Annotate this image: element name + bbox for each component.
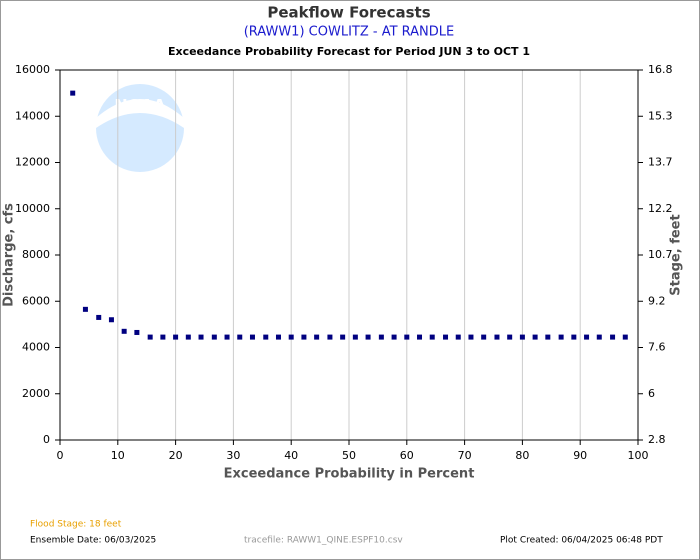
x-tick-label: 0 bbox=[57, 449, 64, 462]
y2-tick-label: 12.2 bbox=[648, 202, 673, 215]
y-axis-label: Discharge, cfs bbox=[2, 203, 17, 307]
chart-subtitle: (RAWW1) COWLITZ - AT RANDLE bbox=[244, 25, 455, 40]
data-point bbox=[404, 334, 410, 340]
y2-tick-label: 13.7 bbox=[648, 156, 673, 169]
data-point bbox=[352, 334, 358, 340]
data-point bbox=[96, 314, 102, 320]
data-point bbox=[82, 306, 88, 312]
data-point bbox=[327, 334, 333, 340]
data-point bbox=[532, 334, 538, 340]
x-tick-label: 80 bbox=[515, 449, 529, 462]
data-point bbox=[160, 334, 166, 340]
data-point bbox=[185, 334, 191, 340]
flood-stage: Flood Stage: 18 feet bbox=[30, 520, 122, 530]
y-tick-label: 0 bbox=[43, 433, 50, 446]
ensemble-date: Ensemble Date: 06/03/2025 bbox=[30, 536, 156, 546]
data-point bbox=[468, 334, 474, 340]
data-point bbox=[455, 334, 461, 340]
y2-tick-label: 9.2 bbox=[648, 294, 666, 307]
data-point bbox=[249, 334, 255, 340]
y-tick-label: 6000 bbox=[22, 294, 50, 307]
data-point bbox=[275, 334, 281, 340]
data-point bbox=[417, 334, 423, 340]
data-point bbox=[237, 334, 243, 340]
logo-text: NOAA bbox=[114, 96, 166, 115]
x-tick-label: 10 bbox=[111, 449, 125, 462]
x-tick-label: 90 bbox=[573, 449, 587, 462]
data-point bbox=[121, 328, 127, 334]
data-point bbox=[584, 334, 590, 340]
plot-border bbox=[59, 69, 639, 441]
data-point bbox=[622, 334, 628, 340]
y2-tick-label: 7.6 bbox=[648, 341, 666, 354]
watermark-logo: NOAA bbox=[96, 84, 184, 172]
data-point bbox=[211, 334, 217, 340]
data-point bbox=[545, 334, 551, 340]
data-point bbox=[198, 334, 204, 340]
y2-tick-label: 10.7 bbox=[648, 248, 673, 261]
data-point bbox=[596, 334, 602, 340]
data-point bbox=[571, 334, 577, 340]
x-tick-label: 70 bbox=[458, 449, 472, 462]
y2-tick-label: 16.8 bbox=[648, 63, 673, 76]
y-tick-label: 4000 bbox=[22, 341, 50, 354]
data-point bbox=[70, 90, 76, 96]
data-point bbox=[288, 334, 294, 340]
x-tick-label: 20 bbox=[169, 449, 183, 462]
data-point bbox=[391, 334, 397, 340]
x-tick-label: 30 bbox=[226, 449, 240, 462]
y2-tick-label: 15.3 bbox=[648, 109, 673, 122]
y-tick-label: 8000 bbox=[22, 248, 50, 261]
y-tick-label: 16000 bbox=[15, 63, 50, 76]
data-point bbox=[134, 329, 140, 335]
data-point bbox=[429, 334, 435, 340]
chart-description: Exceedance Probability Forecast for Peri… bbox=[168, 45, 530, 58]
data-point bbox=[558, 334, 564, 340]
data-point bbox=[494, 334, 500, 340]
data-point bbox=[224, 334, 230, 340]
data-point bbox=[519, 334, 525, 340]
x-tick-label: 100 bbox=[628, 449, 649, 462]
data-point bbox=[378, 334, 384, 340]
data-point bbox=[108, 317, 114, 323]
chart-title: Peakflow Forecasts bbox=[267, 4, 430, 22]
y2-tick-label: 6 bbox=[648, 387, 655, 400]
y-tick-label: 12000 bbox=[15, 156, 50, 169]
data-point bbox=[263, 334, 269, 340]
data-point bbox=[507, 334, 513, 340]
tracefile: tracefile: RAWW1_QINE.ESPF10.csv bbox=[244, 536, 403, 546]
y-tick-label: 14000 bbox=[15, 109, 50, 122]
data-point bbox=[301, 334, 307, 340]
x-tick-label: 50 bbox=[342, 449, 356, 462]
data-point bbox=[365, 334, 371, 340]
plot-created: Plot Created: 06/04/2025 06:48 PDT bbox=[500, 536, 663, 546]
y2-axis-label: Stage, feet bbox=[669, 214, 684, 295]
data-point bbox=[340, 334, 346, 340]
x-tick-label: 40 bbox=[284, 449, 298, 462]
data-point bbox=[173, 334, 179, 340]
data-point bbox=[147, 334, 153, 340]
y-tick-label: 10000 bbox=[15, 202, 50, 215]
data-point bbox=[610, 334, 616, 340]
data-point bbox=[443, 334, 449, 340]
y-tick-label: 2000 bbox=[22, 387, 50, 400]
data-point bbox=[314, 334, 320, 340]
x-axis-label: Exceedance Probability in Percent bbox=[224, 467, 475, 482]
data-point bbox=[481, 334, 487, 340]
x-tick-label: 60 bbox=[400, 449, 414, 462]
y2-tick-label: 2.8 bbox=[648, 433, 666, 446]
